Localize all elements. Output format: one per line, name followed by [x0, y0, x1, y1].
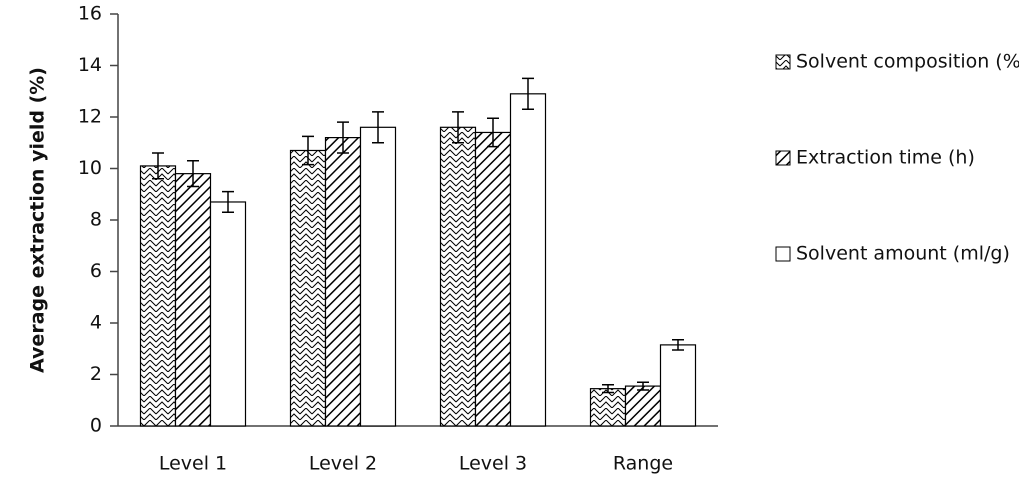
error-bar [487, 117, 499, 148]
bar [209, 201, 247, 427]
bar [324, 137, 362, 427]
legend-label: Extraction time (h) [796, 147, 975, 169]
y-tick-label: 10 [78, 157, 102, 179]
y-tick-label: 0 [90, 415, 102, 437]
error-bar [672, 338, 684, 351]
error-bar [222, 190, 234, 214]
bar [174, 173, 212, 427]
legend-swatch [775, 246, 791, 262]
legend-label: Solvent amount (ml/g) [796, 243, 1010, 265]
legend-swatch [775, 54, 791, 70]
error-bar [337, 121, 349, 154]
error-bar [522, 77, 534, 111]
bar [659, 344, 697, 427]
bar [439, 126, 477, 427]
error-bar [452, 111, 464, 144]
y-axis-title: Average extraction yield (%) [27, 67, 49, 373]
legend-label: Solvent composition (% [796, 51, 1019, 73]
bar [509, 93, 547, 427]
error-bar [187, 160, 199, 188]
y-tick-label: 16 [78, 3, 102, 25]
legend-swatch [775, 150, 791, 166]
bar [474, 131, 512, 427]
y-tick-label: 6 [90, 260, 102, 282]
bar [289, 149, 327, 427]
bar [589, 388, 627, 427]
x-tick-label: Level 1 [159, 453, 227, 475]
bar [624, 385, 662, 427]
error-bar [152, 152, 164, 180]
y-tick-label: 8 [90, 209, 102, 231]
x-tick-label: Level 2 [309, 453, 377, 475]
error-bar [302, 135, 314, 166]
error-bar [602, 384, 614, 394]
bar [139, 165, 177, 427]
y-tick-label: 2 [90, 363, 102, 385]
x-tick-label: Level 3 [459, 453, 527, 475]
y-tick-label: 12 [78, 106, 102, 128]
y-tick-label: 4 [90, 312, 102, 334]
x-tick-label: Range [613, 453, 673, 475]
bar [359, 126, 397, 427]
error-bar [637, 381, 649, 391]
error-bar [372, 111, 384, 144]
y-tick-label: 14 [78, 54, 102, 76]
